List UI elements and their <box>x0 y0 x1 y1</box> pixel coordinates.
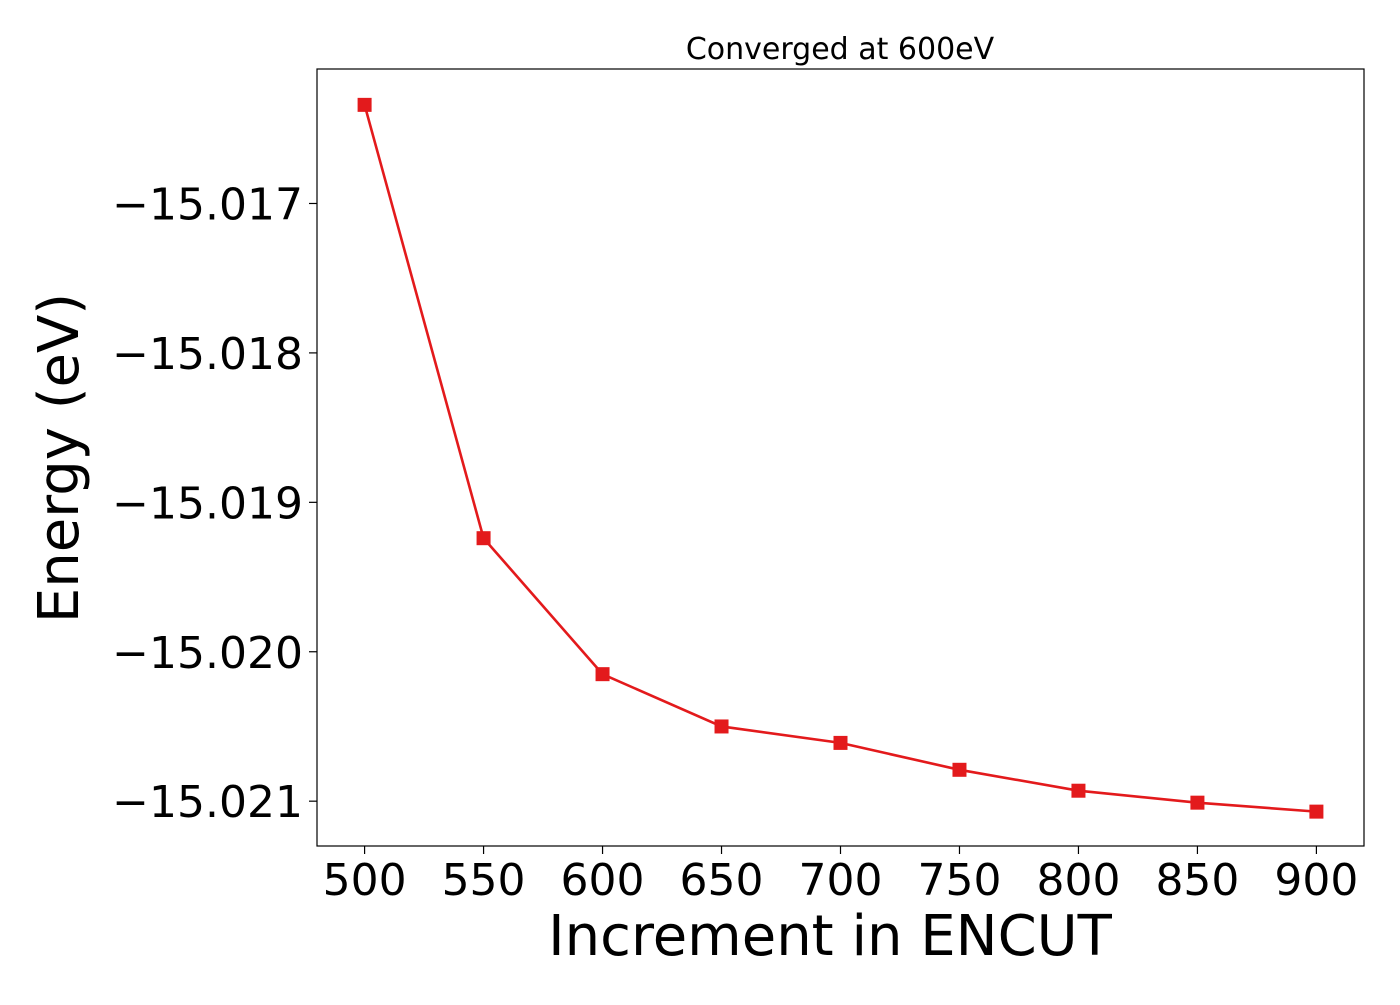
data-point-marker <box>476 531 491 546</box>
data-point-marker <box>1190 795 1205 810</box>
x-tick-label: 700 <box>799 855 883 906</box>
y-axis-ticks: −15.017 −15.018 −15.019 −15.020 −15.021 <box>112 179 317 828</box>
data-point-marker <box>952 762 967 777</box>
x-tick-label: 850 <box>1155 855 1239 906</box>
data-point-marker <box>1309 804 1324 819</box>
plot-frame <box>316 68 1365 847</box>
data-point-marker <box>357 97 372 112</box>
x-tick-label: 500 <box>323 855 407 906</box>
y-tick-label: −15.017 <box>112 179 303 230</box>
data-point-marker <box>714 719 729 734</box>
data-point-marker <box>1071 783 1086 798</box>
y-axis-title: Energy (eV) <box>27 293 92 623</box>
x-tick-label: 650 <box>680 855 764 906</box>
series-layer <box>357 97 1324 819</box>
x-tick-label: 600 <box>561 855 645 906</box>
x-axis-title: Increment in ENCUT <box>548 904 1113 969</box>
y-tick-label: −15.018 <box>112 329 303 380</box>
x-tick-label: 750 <box>917 855 1001 906</box>
x-tick-label: 800 <box>1036 855 1120 906</box>
chart-title: Converged at 600eV <box>686 32 995 67</box>
data-point-marker <box>833 735 848 750</box>
data-point-marker <box>595 667 610 682</box>
x-tick-label: 900 <box>1274 855 1358 906</box>
x-tick-label: 550 <box>442 855 526 906</box>
y-tick-label: −15.020 <box>112 628 303 679</box>
y-tick-label: −15.019 <box>112 478 303 529</box>
x-axis-ticks: 500 550 600 650 700 750 800 850 900 <box>323 846 1358 906</box>
y-tick-label: −15.021 <box>112 777 303 828</box>
series-line <box>363 104 1317 813</box>
